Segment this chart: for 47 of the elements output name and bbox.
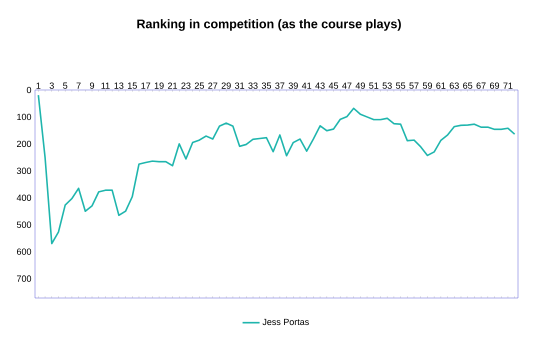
line-series bbox=[38, 94, 516, 244]
x-tick-label: 35 bbox=[262, 82, 272, 89]
x-tick-label: 19 bbox=[154, 82, 164, 89]
x-tick-label: 39 bbox=[288, 82, 298, 89]
x-tick-label: 29 bbox=[222, 82, 231, 89]
x-tick-label: 33 bbox=[248, 82, 258, 89]
x-tick-label: 59 bbox=[422, 82, 432, 89]
y-tick-label: 700 bbox=[16, 275, 32, 282]
y-tick-label: 200 bbox=[16, 140, 32, 148]
x-tick-label: 63 bbox=[450, 82, 459, 89]
x-tick-label: 61 bbox=[436, 82, 446, 89]
x-tick-label: 5 bbox=[63, 82, 68, 89]
x-tick-label: 17 bbox=[141, 82, 150, 89]
x-tick-label: 13 bbox=[114, 82, 124, 89]
chart-title: Ranking in competition (as the course plays) bbox=[137, 19, 401, 31]
x-tick-label: 43 bbox=[315, 82, 325, 89]
x-tick-label: 27 bbox=[208, 82, 218, 89]
x-tick-label: 11 bbox=[101, 82, 110, 89]
x-tick-label: 9 bbox=[90, 82, 94, 89]
y-tick-label: 100 bbox=[17, 114, 32, 120]
x-tick-label: 31 bbox=[234, 82, 244, 89]
x-tick-label: 37 bbox=[275, 82, 284, 89]
x-tick-label: 65 bbox=[463, 82, 472, 89]
x-tick-label: 55 bbox=[396, 82, 406, 89]
x-tick-label: 23 bbox=[181, 82, 191, 89]
y-tick-label: 400 bbox=[16, 194, 32, 201]
legend-label: Jess Portas bbox=[262, 318, 309, 326]
x-tick-label: 41 bbox=[302, 82, 312, 89]
x-tick-label: 51 bbox=[369, 82, 378, 89]
y-tick-label: 600 bbox=[16, 248, 32, 255]
x-tick-label: 15 bbox=[128, 82, 137, 89]
x-tick-label: 71 bbox=[503, 82, 512, 89]
x-tick-label: 53 bbox=[382, 82, 392, 89]
x-tick-label: 45 bbox=[328, 82, 338, 89]
x-tick-label: 57 bbox=[409, 82, 419, 89]
x-tick-label: 67 bbox=[476, 82, 486, 89]
x-tick-label: 47 bbox=[342, 82, 352, 89]
x-tick-label: 25 bbox=[194, 82, 204, 89]
x-tick-label: 21 bbox=[168, 82, 178, 89]
x-tick-label: 49 bbox=[356, 82, 365, 89]
x-tick-label: 1 bbox=[36, 82, 40, 89]
y-tick-label: 300 bbox=[16, 168, 32, 174]
x-tick-label: 69 bbox=[490, 82, 500, 89]
y-tick-label: 0 bbox=[26, 86, 32, 94]
x-tick-label: 7 bbox=[76, 82, 81, 89]
y-tick-label: 500 bbox=[16, 222, 32, 228]
x-tick-label: 3 bbox=[50, 82, 54, 89]
